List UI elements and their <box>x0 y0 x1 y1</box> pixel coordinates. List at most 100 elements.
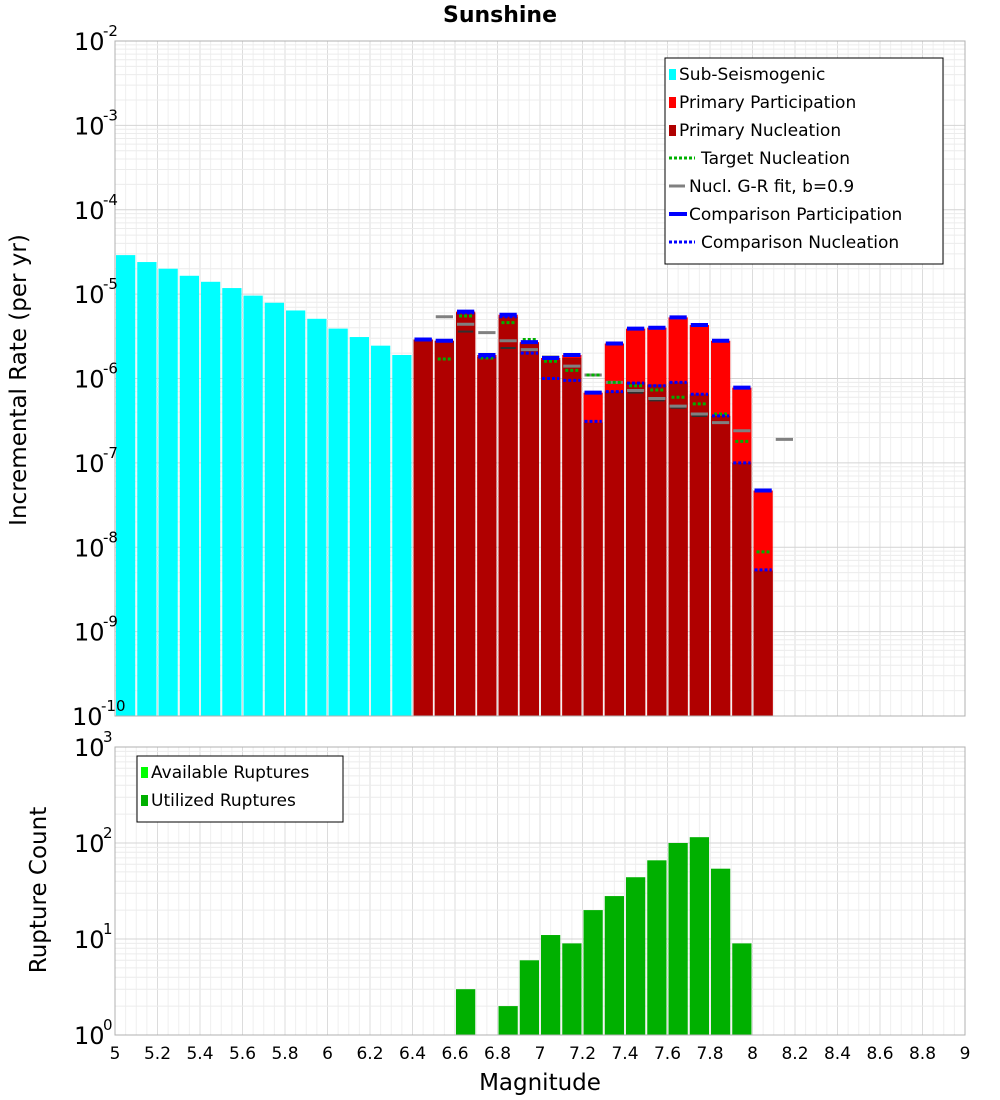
top-y-tick-base: 10 <box>74 366 105 394</box>
sub-seismogenic-bar <box>158 268 178 716</box>
top-legend-label: Comparison Participation <box>689 205 902 225</box>
x-axis-label: Magnitude <box>479 1070 601 1096</box>
top-legend-label: Primary Participation <box>679 93 856 113</box>
top-legend-label: Primary Nucleation <box>679 121 841 141</box>
x-tick-label: 5.4 <box>186 1044 213 1064</box>
x-tick-label: 9 <box>960 1044 971 1064</box>
top-y-tick-exponent: -6 <box>103 360 118 378</box>
sub-seismogenic-bar <box>349 337 369 716</box>
sub-seismogenic-bar <box>264 302 284 716</box>
utilized-ruptures-bar <box>498 1006 518 1035</box>
utilized-ruptures-bar <box>668 843 688 1035</box>
tick-labels-layer: 10-1010-910-810-710-610-510-410-310-2100… <box>72 22 970 1064</box>
x-tick-label: 5 <box>110 1044 121 1064</box>
x-tick-label: 7.2 <box>569 1044 596 1064</box>
sub-seismogenic-bar <box>137 262 157 716</box>
bottom-legend-swatch <box>141 767 148 778</box>
sub-seismogenic-bar <box>243 295 263 716</box>
top-legend-swatch <box>669 97 676 108</box>
x-tick-label: 6 <box>322 1044 333 1064</box>
legend-layer: Sub-Seismogenic Primary Participation Prim… <box>136 57 944 823</box>
sub-seismogenic-bar <box>201 281 221 716</box>
top-legend-swatch <box>669 69 676 80</box>
bottom-legend-label: Utilized Ruptures <box>151 791 296 811</box>
x-tick-label: 5.8 <box>271 1044 298 1064</box>
primary-nucleation-bar <box>711 415 731 716</box>
top-y-tick-base: 10 <box>72 703 103 731</box>
primary-nucleation-bar <box>562 357 582 716</box>
top-legend-label: Nucl. G-R fit, b=0.9 <box>689 177 854 197</box>
sub-seismogenic-bar <box>371 345 391 716</box>
utilized-ruptures-bar <box>604 896 624 1035</box>
primary-nucleation-bar <box>604 391 624 716</box>
x-tick-label: 5.2 <box>144 1044 171 1064</box>
utilized-ruptures-bar <box>456 989 476 1035</box>
top-y-tick-exponent: -8 <box>103 528 118 546</box>
top-legend-swatch <box>669 125 676 136</box>
sub-seismogenic-bar <box>307 318 327 716</box>
x-tick-label: 6.4 <box>399 1044 426 1064</box>
x-tick-label: 7 <box>535 1044 546 1064</box>
primary-nucleation-bar <box>753 570 773 716</box>
bottom-y-tick-base: 10 <box>74 926 105 954</box>
top-y-tick-base: 10 <box>74 619 105 647</box>
bottom-plot-frame <box>114 746 966 1036</box>
primary-nucleation-bar <box>413 339 433 716</box>
sub-seismogenic-bar <box>392 354 412 716</box>
x-tick-label: 7.8 <box>696 1044 723 1064</box>
series-lines-layer <box>414 309 793 572</box>
utilized-ruptures-bar <box>541 935 561 1035</box>
top-y-tick-base: 10 <box>74 534 105 562</box>
primary-nucleation-bar <box>689 394 709 716</box>
primary-nucleation-bar <box>519 343 539 716</box>
primary-nucleation-bar <box>583 422 603 716</box>
x-tick-label: 8.4 <box>824 1044 851 1064</box>
primary-nucleation-bar <box>498 316 518 716</box>
x-tick-label: 8.6 <box>866 1044 893 1064</box>
utilized-ruptures-bar <box>647 860 667 1035</box>
top-y-tick-exponent: -10 <box>101 697 126 715</box>
bottom-legend-box <box>136 755 344 823</box>
top-legend-box <box>664 57 944 265</box>
top-legend-label: Target Nucleation <box>700 149 850 169</box>
x-tick-label: 6.6 <box>441 1044 468 1064</box>
x-tick-label: 8 <box>747 1044 758 1064</box>
bottom-y-tick-base: 10 <box>74 1022 105 1050</box>
bottom-y-tick-exponent: 2 <box>103 824 113 842</box>
utilized-ruptures-bar <box>711 868 731 1035</box>
bottom-y-axis-label: Rupture Count <box>26 807 52 973</box>
bottom-y-tick-exponent: 0 <box>103 1016 113 1034</box>
top-y-tick-base: 10 <box>74 450 105 478</box>
primary-nucleation-bar <box>434 340 454 716</box>
bottom-legend-swatch <box>141 795 148 806</box>
primary-nucleation-bar <box>541 360 561 716</box>
top-y-axis-label: Incremental Rate (per yr) <box>6 234 32 526</box>
sub-seismogenic-bar <box>222 288 242 716</box>
x-tick-label: 6.8 <box>484 1044 511 1064</box>
top-y-tick-base: 10 <box>74 28 105 56</box>
chart-title: Sunshine <box>443 3 557 28</box>
x-tick-label: 6.2 <box>356 1044 383 1064</box>
top-y-tick-base: 10 <box>74 281 105 309</box>
sub-seismogenic-bar <box>286 310 306 716</box>
utilized-ruptures-bar <box>732 943 752 1035</box>
bottom-y-tick-exponent: 1 <box>103 920 113 938</box>
x-tick-label: 5.6 <box>229 1044 256 1064</box>
top-y-tick-exponent: -4 <box>103 191 118 209</box>
primary-nucleation-bar <box>626 382 646 716</box>
utilized-ruptures-bar <box>562 943 582 1035</box>
bottom-y-tick-exponent: 3 <box>103 728 113 746</box>
utilized-ruptures-bar <box>519 960 539 1035</box>
top-plot-frame <box>114 40 966 717</box>
bars-layer <box>116 255 773 1035</box>
top-y-tick-exponent: -5 <box>103 275 118 293</box>
sub-seismogenic-bar <box>179 275 199 716</box>
bottom-y-tick-base: 10 <box>74 830 105 858</box>
plot-frames-layer <box>114 40 966 1036</box>
utilized-ruptures-bar <box>626 877 646 1035</box>
utilized-ruptures-bar <box>583 910 603 1035</box>
top-y-tick-base: 10 <box>74 112 105 140</box>
primary-nucleation-bar <box>668 382 688 716</box>
